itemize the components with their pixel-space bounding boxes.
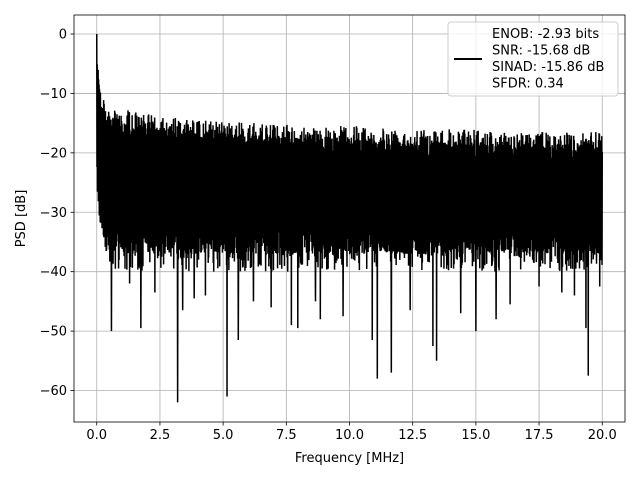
y-tick-label: −30 — [40, 206, 67, 221]
x-tick-label: 7.5 — [276, 428, 297, 443]
y-tick-label: −50 — [40, 325, 67, 340]
x-tick-label: 0.0 — [86, 428, 107, 443]
x-tick-label: 5.0 — [213, 428, 234, 443]
x-axis-ticks: 0.0 2.5 5.0 7.5 10.0 12.5 15.0 17.5 20.0 — [86, 422, 617, 443]
x-tick-label: 15.0 — [461, 428, 490, 443]
y-tick-label: −40 — [40, 265, 67, 280]
y-tick-label: −10 — [40, 87, 67, 102]
x-tick-label: 2.5 — [150, 428, 171, 443]
y-axis-label: PSD [dB] — [14, 190, 29, 248]
legend: ENOB: -2.93 bits SNR: -15.68 dB SINAD: -… — [447, 21, 619, 97]
x-tick-label: 17.5 — [525, 428, 554, 443]
y-tick-label: 0 — [59, 28, 67, 43]
x-tick-label: 10.0 — [335, 428, 364, 443]
x-tick-label: 20.0 — [588, 428, 617, 443]
psd-trace — [96, 34, 603, 403]
x-axis-label: Frequency [MHz] — [295, 451, 404, 466]
legend-text-sfdr: SFDR: 0.34 — [492, 77, 564, 92]
legend-text-snr: SNR: -15.68 dB — [492, 44, 590, 59]
legend-text-enob: ENOB: -2.93 bits — [492, 27, 599, 42]
y-axis-ticks: 0 −10 −20 −30 −40 −50 −60 — [40, 28, 74, 399]
y-tick-label: −20 — [40, 146, 67, 161]
x-tick-label: 12.5 — [398, 428, 427, 443]
legend-box — [447, 21, 619, 97]
y-tick-label: −60 — [40, 384, 67, 399]
psd-series-line — [96, 34, 603, 403]
legend-text-sinad: SINAD: -15.86 dB — [492, 60, 604, 75]
